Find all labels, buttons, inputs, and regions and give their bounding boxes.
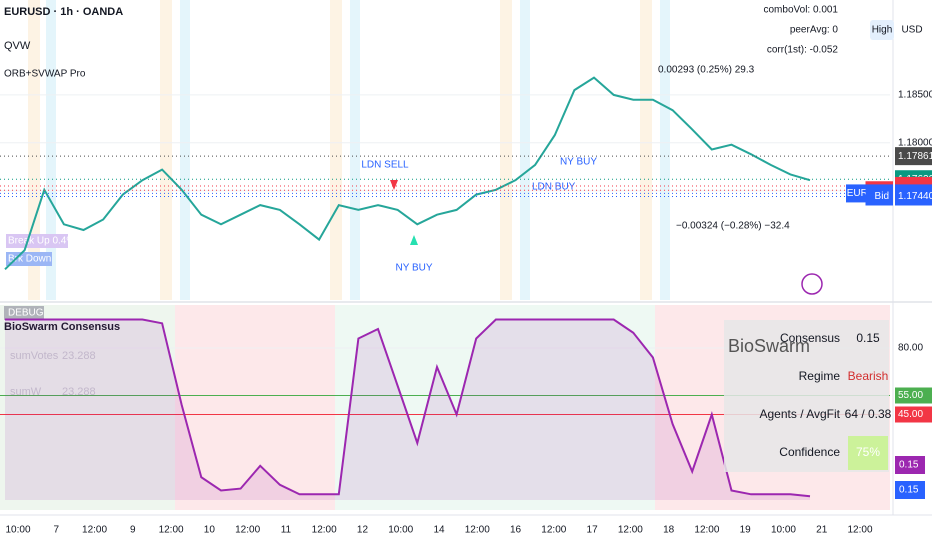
debug-label: DEBUG	[8, 308, 44, 319]
x-tick-label: 12:00	[847, 525, 872, 536]
signal-label: NY BUY	[560, 157, 597, 168]
info-line: peerAvg: 0	[790, 25, 839, 36]
end-tag-bg	[895, 456, 925, 474]
axis-tag-label: 45.00	[898, 409, 923, 420]
price-tag-bg	[895, 147, 932, 166]
signal-label: LDN BUY	[532, 182, 576, 193]
alert-icon[interactable]	[801, 273, 823, 295]
y-tick-label: 1.18500	[898, 90, 932, 101]
box-label-bg	[6, 234, 68, 248]
x-tick-label: 19	[740, 525, 752, 536]
x-tick-label: 17	[587, 525, 599, 536]
x-tick-label: 12:00	[312, 525, 337, 536]
x-tick-label: 12:00	[82, 525, 107, 536]
sell-arrow	[390, 180, 398, 190]
x-tick-label: 12:00	[618, 525, 643, 536]
x-tick-label: 12:00	[235, 525, 260, 536]
x-tick-label: 16	[510, 525, 522, 536]
x-tick-label: 10:00	[771, 525, 796, 536]
x-tick-label: 9	[130, 525, 136, 536]
table-key: Regime	[799, 369, 841, 383]
x-tick-label: 11	[281, 525, 292, 536]
info-line: comboVol: 0.001	[764, 5, 839, 16]
price-tag-bg	[895, 187, 932, 206]
currency: USD	[901, 25, 922, 36]
y-tick-label: 1.18000	[898, 137, 932, 148]
x-tick-label: 12:00	[541, 525, 566, 536]
line	[5, 318, 811, 498]
table-value: Bearish	[848, 369, 889, 383]
table-value: 75%	[856, 445, 880, 459]
debug-value: 23.288	[62, 386, 96, 398]
x-tick-label: 12:00	[465, 525, 490, 536]
indicator-name: ORB+SVWAP Pro	[4, 69, 86, 80]
x-tick-label: 10	[204, 525, 216, 536]
scale-button[interactable]	[870, 20, 894, 40]
debug-key: sumW	[10, 386, 42, 398]
info-line: corr(1st): -0.052	[767, 45, 839, 56]
symbol-title: EURUSD · 1h · OANDA	[4, 6, 123, 18]
table-value: 64 / 0.38	[845, 407, 892, 421]
indicator-name: QVW	[4, 40, 31, 52]
debug-value: 23.288	[62, 350, 96, 362]
x-tick-label: 10:00	[388, 525, 413, 536]
area	[5, 319, 810, 500]
signal-label: NY BUY	[395, 263, 432, 274]
price-tag-name: Bid	[875, 191, 889, 202]
axis-tag-bg	[895, 406, 932, 423]
price-tag-label: 1.17440	[898, 191, 932, 202]
x-tick-label: 14	[433, 525, 445, 536]
y-tick-label: 80.00	[898, 343, 923, 354]
x-tick-label: 12	[357, 525, 369, 536]
confidence-bg	[848, 436, 888, 470]
debug-bg	[4, 306, 44, 320]
price-tag-name-bg	[865, 187, 893, 206]
signal-label: LDN SELL	[361, 160, 409, 171]
x-tick-label: 12:00	[694, 525, 719, 536]
table-key: Consensus	[780, 331, 840, 345]
x-tick-label: 18	[663, 525, 675, 536]
axis-tag-bg	[895, 387, 932, 404]
debug-key: sumVotes	[10, 350, 59, 362]
box-label: Break Up 0.4%	[8, 236, 75, 247]
table-value: 0.15	[856, 331, 880, 345]
x-tick-label: 21	[816, 525, 828, 536]
table-key: Confidence	[779, 445, 840, 459]
x-tick-label: 7	[53, 525, 59, 536]
measure-label: −0.00324 (−0.28%) −32.4	[676, 221, 790, 232]
table-key: Agents / AvgFit	[760, 407, 841, 421]
x-tick-label: 10:00	[5, 525, 30, 536]
box-label: Brk Down	[8, 254, 51, 265]
measure-label: 0.00293 (0.25%) 29.3	[658, 65, 755, 76]
end-tag-label: 0.15	[899, 460, 919, 471]
price-tag-label: 1.17861	[898, 151, 932, 162]
axis-tag-label: 55.00	[898, 390, 923, 401]
table-title: BioSwarm	[728, 336, 810, 356]
end-tag-bg	[895, 481, 925, 499]
line	[4, 76, 811, 271]
end-tag-label: 0.15	[899, 485, 919, 496]
scale-button-label[interactable]: High	[872, 25, 893, 36]
x-tick-label: 12:00	[159, 525, 184, 536]
buy-arrow	[410, 235, 418, 245]
pane-title: BioSwarm Consensus	[4, 321, 120, 333]
box-label-bg	[6, 252, 52, 266]
